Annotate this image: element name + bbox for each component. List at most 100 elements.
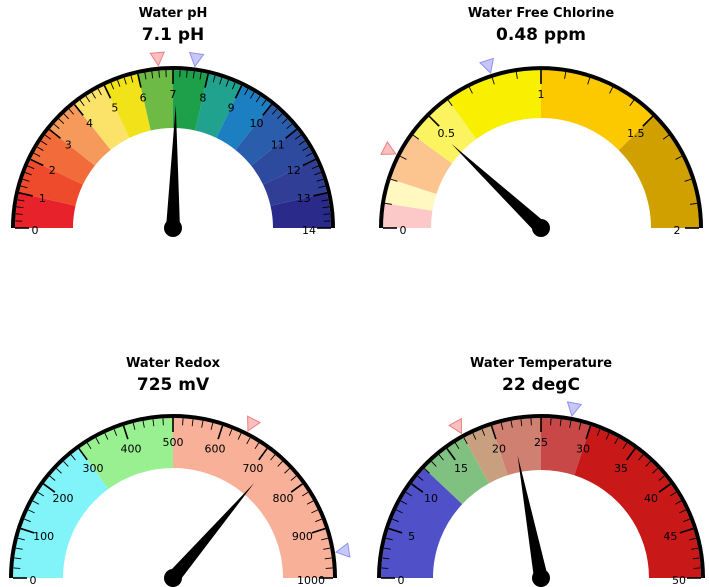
gauge-band: [78, 418, 173, 490]
gauge-temperature: Water Temperature 22 degC 0 5 10 15 20 25 30 35…: [377, 356, 705, 587]
gauge-band: [618, 116, 699, 228]
gauge-minor-tick: [132, 422, 136, 430]
gauge-minor-tick: [294, 134, 302, 140]
gauge-minor-tick: [225, 79, 229, 87]
gauge-major-tick: [20, 527, 35, 534]
gauge-tick-label: 8: [199, 91, 206, 104]
gauge-minor-tick: [472, 433, 477, 440]
gauge-minor-tick: [270, 454, 276, 461]
gauge-band: [235, 104, 297, 166]
gauge-marker: [149, 51, 165, 67]
gauge-minor-tick: [44, 134, 52, 140]
gauge-band: [173, 418, 333, 578]
gauge-tick-label: 9: [228, 101, 235, 114]
gauge-minor-tick: [305, 152, 313, 157]
gauge-ph-title: Water pH: [139, 6, 208, 21]
gauge-minor-tick: [281, 118, 288, 124]
gauge-major-tick: [411, 483, 424, 493]
gauge-needle: [451, 143, 546, 234]
gauge-major-tick: [43, 483, 56, 493]
gauge-minor-tick: [323, 547, 331, 550]
gauge-band: [74, 85, 130, 150]
gauge-minor-tick: [201, 420, 204, 428]
gauge-chlorine-value: 0.48 ppm: [496, 25, 586, 45]
gauge-tick-label: 13: [297, 192, 311, 205]
gauge-needle-hub: [164, 569, 182, 587]
gauge-tick-label: 2: [674, 224, 681, 237]
gauge-minor-tick: [70, 454, 76, 461]
gauge-band: [390, 135, 453, 195]
gauge-tick-label: 25: [534, 436, 548, 449]
gauge-minor-tick: [49, 475, 56, 481]
gauge-tick-label: 300: [83, 462, 104, 475]
gauge-tick-label: 500: [163, 436, 184, 449]
gauge-tick-label: 20: [492, 443, 506, 456]
gauge-minor-tick: [231, 82, 236, 90]
gauge-tick-label: 4: [86, 117, 93, 130]
gauge-minor-tick: [675, 155, 682, 160]
gauge-minor-tick: [130, 75, 134, 83]
gauge-tick-label: 3: [65, 138, 72, 151]
gauge-minor-tick: [244, 88, 249, 96]
gauge-minor-tick: [301, 491, 309, 497]
gauge-major-tick: [78, 448, 88, 461]
gauge-tick-label: 10: [250, 117, 264, 130]
gauge-minor-tick: [454, 442, 460, 450]
gauge-minor-tick: [144, 72, 147, 80]
gauge-minor-tick: [117, 79, 121, 87]
gauge-band: [104, 73, 151, 138]
gauge-outer-arc: [9, 414, 337, 579]
gauge-minor-tick: [37, 491, 45, 497]
gauge-minor-tick: [68, 108, 74, 115]
gauge-minor-tick: [237, 433, 242, 440]
gauge-minor-tick: [400, 500, 408, 505]
gauge-major-tick: [388, 527, 403, 534]
gauge-major-tick: [313, 192, 328, 197]
gauge-major-tick: [73, 103, 84, 116]
gauge-minor-tick: [316, 178, 324, 182]
gauge-tick-label: 5: [111, 101, 118, 114]
gauge-minor-tick: [500, 422, 504, 430]
gauge-minor-tick: [463, 437, 468, 445]
gauge-minor-tick: [113, 429, 118, 436]
gauge-minor-tick: [587, 77, 591, 85]
gauge-major-tick: [679, 527, 694, 534]
gauge-minor-tick: [212, 75, 216, 83]
gauge-major-tick: [642, 115, 654, 127]
gauge-minor-tick: [32, 500, 40, 505]
gauge-band: [251, 129, 316, 185]
gauge-minor-tick: [614, 437, 619, 445]
gauge-tick-label: 40: [644, 492, 658, 505]
gauge-band: [541, 418, 591, 476]
gauge-minor-tick: [123, 77, 127, 85]
gauge-minor-tick: [578, 422, 582, 430]
gauge-band: [195, 73, 242, 138]
gauge-minor-tick: [400, 155, 407, 160]
gauge-minor-tick: [690, 202, 698, 205]
gauge-tick-label: 12: [287, 164, 301, 177]
gauge-major-tick: [585, 425, 592, 440]
gauge-minor-tick: [385, 537, 393, 541]
gauge-redox-title: Water Redox: [126, 356, 221, 371]
gauge-minor-tick: [272, 108, 278, 115]
gauge-tick-label: 14: [302, 224, 316, 237]
gauge-minor-tick: [424, 468, 430, 474]
gauge-major-tick: [446, 448, 456, 461]
gauge-major-tick: [428, 115, 440, 127]
gauge-tick-label: 400: [120, 443, 141, 456]
gauge-minor-tick: [255, 95, 261, 103]
gauge-minor-tick: [396, 509, 403, 514]
gauge-major-tick: [137, 73, 142, 88]
gauge-minor-tick: [290, 475, 297, 481]
gauge-minor-tick: [321, 199, 329, 202]
gauge-needle-hub: [532, 569, 550, 587]
gauge-band: [384, 179, 437, 211]
gauge-minor-tick: [298, 140, 306, 146]
gauge-marker: [334, 542, 351, 558]
gauge-minor-tick: [322, 206, 330, 209]
gauge-tick-label: 50: [672, 574, 686, 587]
gauge-minor-tick: [520, 419, 523, 427]
gauge-minor-tick: [392, 518, 399, 523]
gauge-minor-tick: [86, 442, 92, 450]
